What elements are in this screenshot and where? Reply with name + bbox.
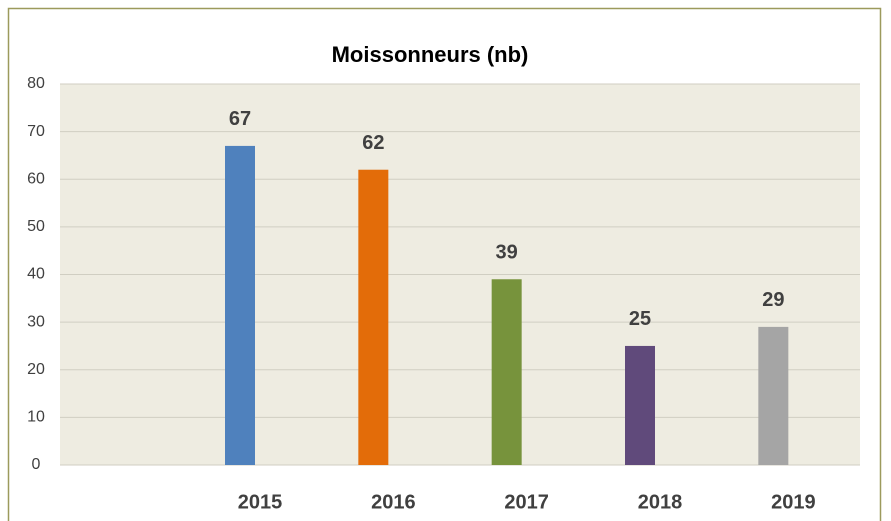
bar (758, 326, 789, 465)
data-label: 39 (496, 242, 518, 264)
x-tick-label: 2019 (771, 491, 816, 513)
data-label: 25 (629, 308, 651, 330)
y-tick-label: 10 (27, 409, 45, 426)
bar (225, 145, 255, 465)
data-label: 29 (762, 289, 784, 311)
data-label: 67 (229, 108, 251, 130)
bar (358, 169, 389, 465)
y-tick-label: 20 (27, 361, 45, 378)
x-tick-label: 2018 (638, 491, 683, 513)
x-tick-label: 2017 (504, 491, 549, 513)
x-tick-label: 2016 (371, 491, 416, 513)
y-tick-label: 30 (27, 313, 45, 330)
y-tick-label: 80 (27, 75, 45, 92)
data-label: 62 (362, 132, 384, 154)
y-tick-label: 40 (27, 266, 45, 283)
y-tick-label: 0 (32, 456, 41, 473)
bar (625, 345, 655, 465)
x-tick-label: 2015 (238, 491, 283, 513)
y-tick-label: 50 (27, 218, 45, 235)
y-tick-label: 70 (27, 123, 45, 140)
bar (491, 279, 522, 465)
y-tick-label: 60 (27, 170, 45, 187)
chart-title: Moissonneurs (nb) (332, 42, 529, 67)
